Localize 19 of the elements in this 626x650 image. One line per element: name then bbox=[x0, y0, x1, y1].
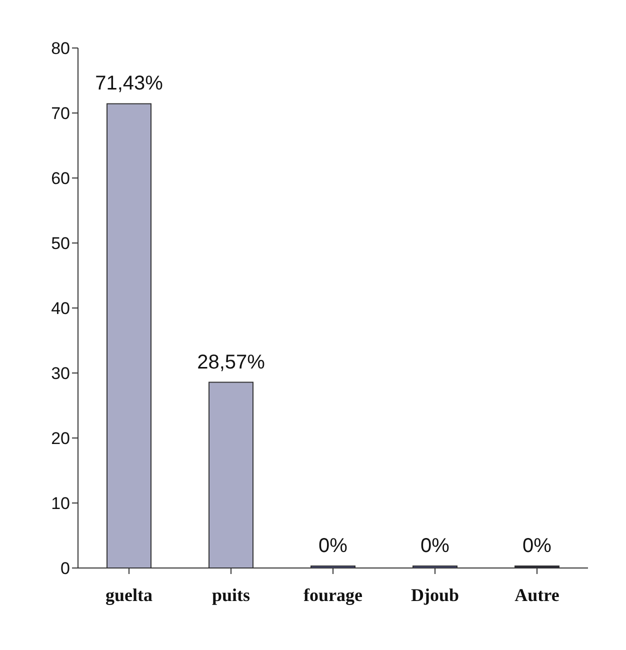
x-tick-label: Autre bbox=[514, 584, 560, 605]
y-tick-label: 10 bbox=[51, 494, 70, 514]
x-tick-label: guelta bbox=[106, 584, 152, 605]
y-tick-label: 80 bbox=[51, 39, 70, 58]
data-label: 71,43% bbox=[95, 72, 164, 95]
y-tick-label: 40 bbox=[51, 299, 70, 318]
y-tick-label: 0 bbox=[60, 559, 70, 578]
y-tick-label: 70 bbox=[51, 104, 70, 124]
x-tick-label: Djoub bbox=[410, 584, 460, 605]
data-label: 0% bbox=[420, 535, 450, 557]
data-label: 0% bbox=[522, 535, 552, 557]
data-label: 28,57% bbox=[197, 351, 266, 374]
y-tick-label: 30 bbox=[51, 364, 70, 384]
y-tick-label: 50 bbox=[51, 234, 70, 254]
y-tick-label: 60 bbox=[51, 169, 70, 188]
data-label: 0% bbox=[318, 535, 348, 557]
x-tick-label: fourage bbox=[304, 584, 362, 605]
x-tick-label: puits bbox=[212, 584, 250, 605]
y-tick-label: 20 bbox=[51, 429, 70, 448]
